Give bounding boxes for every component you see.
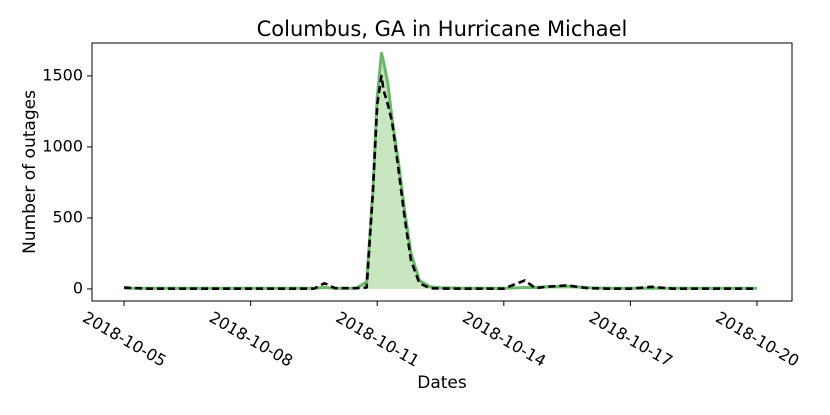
plot-frame [91,42,793,302]
x-tick-label: 2018-10-17 [586,308,676,371]
series-line [123,74,757,290]
y-tick-label: 1000 [42,136,83,155]
series-line [124,51,757,290]
y-tick-label: 1500 [42,65,83,84]
x-tick-label: 2018-10-20 [712,308,802,371]
y-tick-label: 500 [52,207,83,226]
x-axis-label: Dates [417,373,467,393]
x-tick-label: 2018-10-11 [333,308,423,371]
x-tick-label: 2018-10-14 [459,308,549,371]
area-fill [124,53,757,289]
x-tick-label: 2018-10-08 [206,308,296,371]
y-tick-label: 0 [73,278,83,297]
x-tick-label: 2018-10-05 [80,308,170,371]
chart-title: Columbus, GA in Hurricane Michael [257,17,628,41]
y-axis-label: Number of outages [20,90,40,254]
